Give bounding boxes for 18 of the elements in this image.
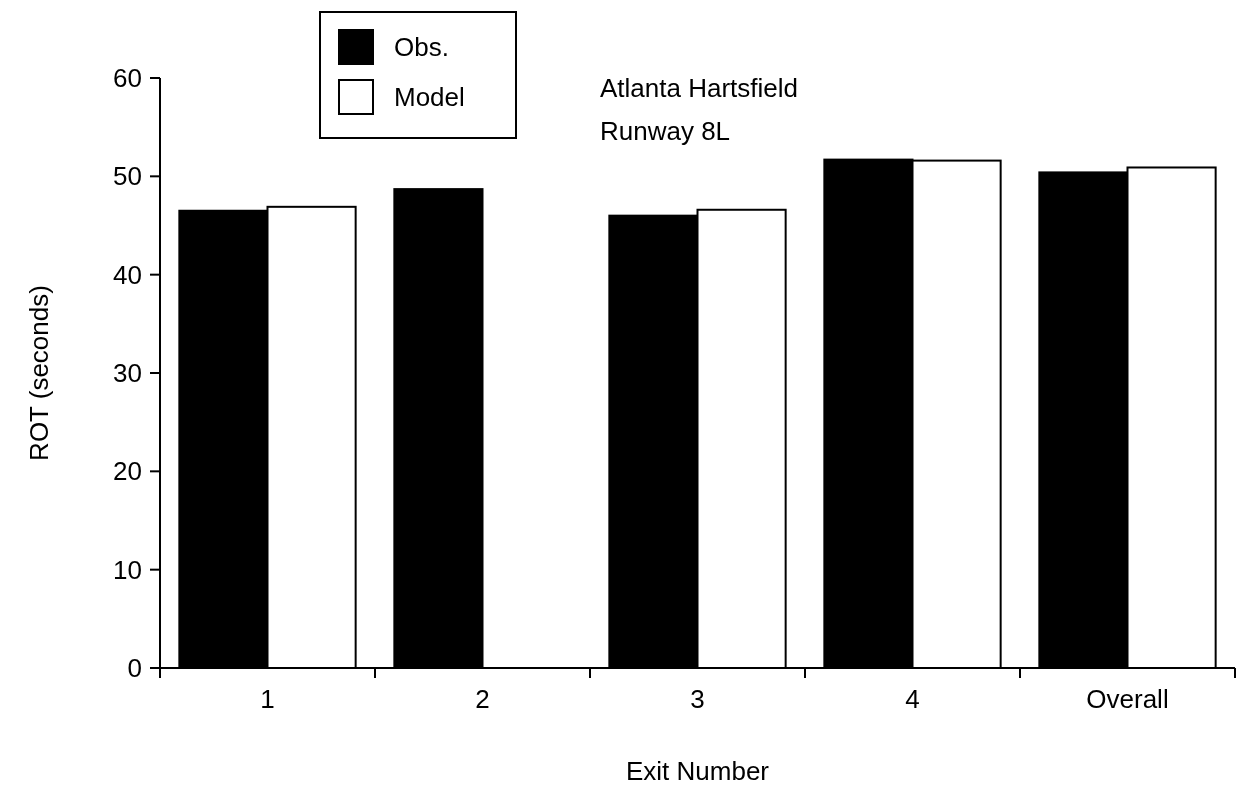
y-tick-label: 40: [113, 259, 142, 290]
y-tick-label: 20: [113, 456, 142, 487]
legend-label: Obs.: [394, 32, 449, 63]
y-axis-title: ROT (seconds): [24, 285, 54, 461]
y-tick-label: 50: [113, 161, 142, 192]
y-tick-label: 0: [127, 653, 142, 684]
x-tick-label: 3: [690, 684, 705, 714]
annotation: Runway 8L: [600, 116, 731, 146]
x-tick-label: 1: [260, 684, 275, 714]
y-tick-label: 30: [113, 358, 142, 389]
y-tick-label: 60: [113, 63, 142, 94]
x-tick-label: Overall: [1086, 684, 1169, 714]
legend-label: Model: [394, 82, 465, 113]
y-tick-label: 10: [113, 554, 142, 585]
annotation: Atlanta Hartsfield: [600, 73, 798, 103]
x-tick-label: 2: [475, 684, 490, 714]
x-tick-label: 4: [905, 684, 920, 714]
x-axis-title: Exit Number: [625, 756, 770, 786]
